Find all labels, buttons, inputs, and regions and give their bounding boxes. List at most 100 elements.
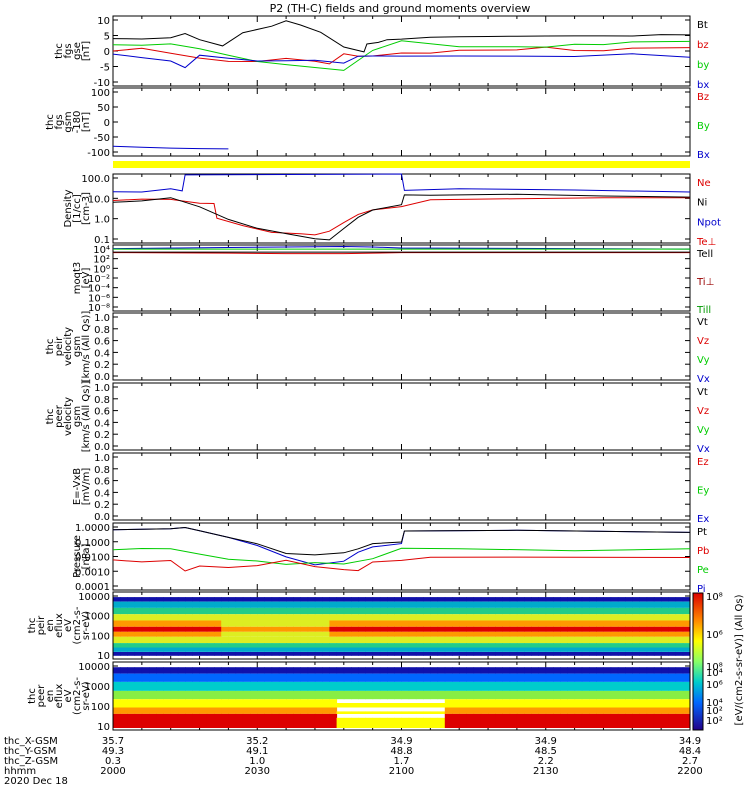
heatmap-cell	[149, 597, 157, 602]
heatmap-cell	[509, 647, 518, 652]
heatmap-cell	[372, 681, 381, 691]
heatmap-cell	[250, 614, 258, 621]
heatmap-cell	[480, 631, 489, 637]
heatmap-cell	[185, 636, 193, 644]
heatmap-cell	[358, 703, 366, 708]
heatmap-cell	[617, 690, 626, 700]
y-tick-label: 1.0	[94, 453, 110, 464]
heatmap-cell	[394, 667, 402, 674]
ephemeris-label: thc_X-GSM	[4, 736, 58, 747]
heatmap-cell	[307, 652, 316, 656]
y-axis-label-line: thc	[45, 409, 56, 425]
heatmap-cell	[639, 607, 648, 615]
heatmap-cell	[531, 631, 539, 637]
heatmap-cell	[495, 631, 503, 637]
heatmap-cell	[343, 643, 352, 648]
heatmap-cell	[228, 647, 237, 652]
heatmap-cell	[242, 626, 251, 632]
colorbar-label: [eV/(cm2-s-sr-eV)] (All Qs)	[734, 594, 745, 725]
heatmap-cell	[343, 614, 352, 621]
heatmap-cell	[437, 620, 446, 627]
heatmap-cell	[632, 601, 640, 608]
heatmap-cell	[149, 636, 157, 644]
heatmap-cell	[192, 699, 200, 708]
heatmap-cell	[589, 681, 597, 691]
heatmap-cell	[358, 636, 366, 644]
y-tick-label: 10⁻⁴	[88, 284, 110, 295]
heatmap-cell	[488, 601, 496, 608]
heatmap-cell	[675, 652, 684, 656]
y-axis-label-line: eV	[63, 619, 74, 632]
heatmap-cell	[113, 614, 121, 621]
heatmap-cell	[617, 713, 626, 728]
y-tick-label: -100	[87, 148, 110, 159]
heatmap-cell	[480, 652, 489, 656]
heatmap-cell	[401, 626, 410, 632]
heatmap-cell	[351, 643, 359, 648]
heatmap-cell	[617, 667, 626, 674]
heatmap-cell	[531, 681, 539, 691]
legend-Tell: Tell	[696, 249, 713, 260]
heatmap-cell	[394, 717, 402, 728]
ephemeris-value: 34.9	[390, 736, 412, 747]
heatmap-cell	[524, 652, 532, 656]
heatmap-cell	[567, 626, 576, 632]
heatmap-cell	[271, 681, 280, 691]
heatmap-cell	[235, 681, 244, 691]
heatmap-cell	[415, 703, 424, 708]
heatmap-cell	[141, 607, 150, 615]
heatmap-cell	[192, 673, 200, 682]
heatmap-cell	[235, 636, 244, 644]
heatmap-cell	[538, 626, 547, 632]
heatmap-cell	[329, 636, 338, 644]
heatmap-cell	[567, 597, 576, 602]
heatmap-cell	[293, 643, 301, 648]
heatmap-cell	[127, 601, 136, 608]
heatmap-cell	[531, 707, 539, 714]
heatmap-cell	[199, 626, 208, 632]
heatmap-cell	[452, 690, 460, 700]
heatmap-cell	[682, 673, 691, 682]
heatmap-cell	[372, 717, 381, 728]
heatmap-cell	[379, 597, 388, 602]
series-line-Bt	[112, 20, 691, 53]
heatmap-cell	[415, 690, 424, 700]
heatmap-cell	[372, 636, 381, 644]
heatmap-cell	[221, 631, 229, 637]
heatmap-cell	[502, 620, 511, 627]
heatmap-cell	[437, 636, 446, 644]
heatmap-cell	[185, 690, 193, 700]
heatmap-cell	[574, 707, 583, 714]
heatmap-cell	[488, 652, 496, 656]
heatmap-cell	[625, 707, 633, 714]
heatmap-cell	[668, 636, 677, 644]
heatmap-cell	[314, 690, 323, 700]
heatmap-cell	[278, 699, 287, 708]
heatmap-cell	[192, 647, 200, 652]
heatmap-cell	[185, 707, 193, 714]
heatmap-cell	[639, 690, 648, 700]
heatmap-cell	[271, 626, 280, 632]
heatmap-cell	[314, 607, 323, 615]
heatmap-cell	[365, 711, 374, 714]
heatmap-cell	[581, 636, 590, 644]
heatmap-cell	[516, 626, 525, 632]
y-tick-label: 10	[97, 16, 110, 27]
heatmap-cell	[466, 643, 475, 648]
heatmap-cell	[322, 707, 330, 714]
heatmap-cell	[372, 647, 381, 652]
heatmap-cell	[444, 620, 453, 627]
heatmap-cell	[603, 707, 612, 714]
heatmap-cell	[408, 717, 417, 728]
heatmap-cell	[509, 690, 518, 700]
heatmap-cell	[480, 636, 489, 644]
heatmap-cell	[242, 647, 251, 652]
heatmap-cell	[589, 643, 597, 648]
heatmap-cell	[653, 601, 662, 608]
heatmap-cell	[228, 643, 237, 648]
heatmap-cell	[379, 711, 388, 714]
heatmap-cell	[545, 667, 554, 674]
heatmap-cell	[170, 607, 179, 615]
heatmap-cell	[646, 620, 655, 627]
heatmap-cell	[235, 667, 244, 674]
